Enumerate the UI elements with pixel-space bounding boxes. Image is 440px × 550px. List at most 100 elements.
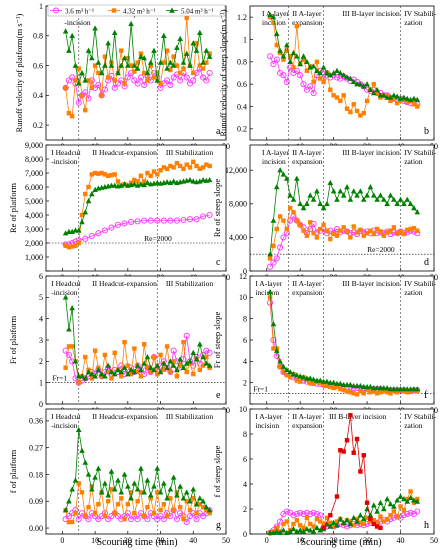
data-point <box>337 516 344 522</box>
data-point <box>115 179 121 184</box>
stage-label: -incision <box>51 421 77 430</box>
data-point <box>174 366 180 373</box>
data-point <box>338 98 343 104</box>
data-point <box>164 65 170 71</box>
data-point <box>328 236 333 242</box>
data-point <box>280 72 287 79</box>
data-point <box>168 369 173 375</box>
data-point <box>277 47 283 53</box>
data-point <box>311 381 316 386</box>
stage-label: zation <box>404 18 423 27</box>
data-point <box>281 57 286 62</box>
data-point <box>141 513 147 519</box>
data-point <box>374 226 380 232</box>
data-point <box>96 70 101 76</box>
data-point <box>384 230 390 235</box>
y-axis-label: Re of steep slope <box>212 179 222 238</box>
data-point <box>277 167 283 173</box>
data-point <box>284 175 290 181</box>
data-point <box>347 521 354 527</box>
data-point <box>308 220 313 225</box>
data-point <box>391 96 397 101</box>
data-point <box>86 184 91 190</box>
data-point <box>290 526 297 532</box>
data-point <box>294 23 300 29</box>
data-point <box>351 102 356 107</box>
data-point <box>109 172 114 178</box>
data-point <box>300 205 307 211</box>
data-point <box>331 385 336 391</box>
data-point <box>358 520 363 525</box>
y-tick-label: 0 <box>243 530 247 539</box>
data-point <box>95 59 102 65</box>
data-point <box>280 527 287 533</box>
data-point <box>147 59 154 65</box>
data-point <box>294 378 300 383</box>
data-point <box>186 216 194 223</box>
stage-label: -incision <box>51 288 77 297</box>
data-point <box>321 79 326 85</box>
data-point <box>324 515 330 520</box>
data-point <box>317 70 324 76</box>
data-point <box>411 95 417 101</box>
data-point <box>85 471 92 477</box>
data-point <box>307 510 314 518</box>
data-point <box>344 74 350 80</box>
y-tick-label: 6,000 <box>25 183 43 192</box>
data-point <box>203 504 210 510</box>
data-point <box>82 89 89 96</box>
data-point <box>73 510 78 516</box>
data-point <box>121 471 128 477</box>
data-point <box>368 519 373 524</box>
data-point <box>141 360 147 366</box>
data-point <box>394 200 400 206</box>
data-point <box>348 413 353 418</box>
data-point <box>131 480 138 486</box>
data-point <box>191 496 196 501</box>
data-point <box>96 502 101 507</box>
data-point <box>334 196 340 202</box>
data-point <box>330 230 337 237</box>
data-point <box>398 98 403 104</box>
data-point <box>108 62 115 68</box>
data-point <box>155 172 160 177</box>
data-point <box>170 362 177 368</box>
data-point <box>203 47 210 53</box>
data-point <box>401 496 407 502</box>
data-point <box>371 521 376 527</box>
data-point <box>157 59 164 65</box>
data-point <box>317 512 324 519</box>
data-point <box>361 391 366 396</box>
stage-label: incision <box>255 421 279 430</box>
threshold-label: Re=2000 <box>367 245 395 254</box>
data-point <box>354 518 360 524</box>
stage-label: II Headcut-expansion <box>92 279 157 288</box>
data-point <box>125 371 131 377</box>
data-point <box>105 492 111 498</box>
stage-label: zation <box>404 421 423 430</box>
data-point <box>274 226 279 232</box>
data-point <box>174 63 180 68</box>
data-point <box>307 375 314 381</box>
data-point <box>72 477 79 483</box>
data-point <box>157 369 164 375</box>
data-point <box>92 510 98 516</box>
data-point <box>374 196 380 202</box>
data-point <box>135 369 140 375</box>
data-point <box>280 171 287 177</box>
stage-label: incision <box>255 288 279 297</box>
data-point <box>371 389 376 394</box>
data-point <box>155 70 160 76</box>
data-point <box>320 205 327 211</box>
data-point <box>360 83 367 89</box>
data-point <box>310 509 317 516</box>
data-point <box>357 81 364 87</box>
data-point <box>164 495 170 501</box>
data-point <box>177 35 183 41</box>
data-point <box>79 212 85 218</box>
data-point <box>128 495 134 501</box>
data-point <box>347 75 354 81</box>
data-point <box>311 79 316 85</box>
data-point <box>203 360 210 366</box>
